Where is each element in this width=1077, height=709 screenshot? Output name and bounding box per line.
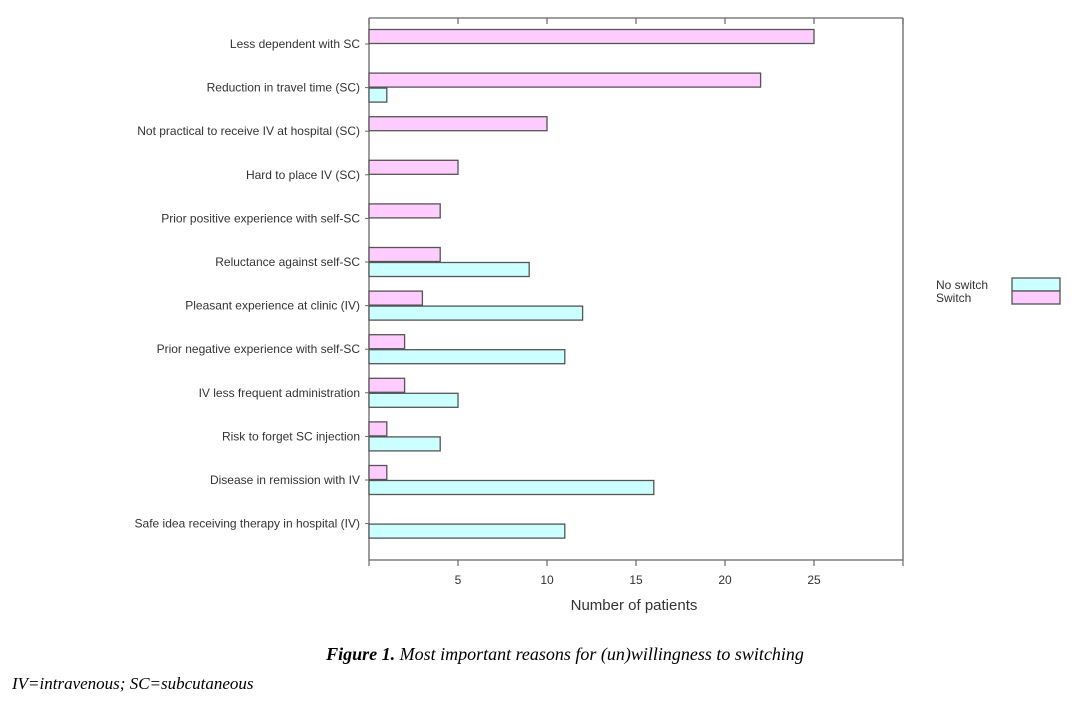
figure-caption: Figure 1. Most important reasons for (un… xyxy=(0,644,1077,665)
bar-no-switch-prior-negative-experience-with-self-sc xyxy=(368,349,566,365)
x-tick-label: 20 xyxy=(718,573,732,587)
bar-switch-prior-negative-experience-with-self-sc xyxy=(368,334,406,350)
bar-no-switch-reduction-in-travel-time-sc xyxy=(368,87,388,103)
bar-switch-pleasant-experience-at-clinic-iv xyxy=(368,290,424,306)
category-label: Not practical to receive IV at hospital … xyxy=(137,124,360,138)
category-label: Less dependent with SC xyxy=(230,37,360,51)
x-ticks: 5 10 15 20 25 xyxy=(368,18,904,587)
figure-label: Figure 1. xyxy=(326,644,396,664)
category-label: IV less frequent administration xyxy=(199,386,360,400)
x-tick-label: 25 xyxy=(807,573,821,587)
bar-switch-risk-to-forget-sc-injection xyxy=(368,421,388,437)
bars-group xyxy=(368,28,815,539)
legend-swatch-no-switch xyxy=(1011,277,1061,292)
category-label: Safe idea receiving therapy in hospital … xyxy=(135,517,360,531)
bar-no-switch-reluctance-against-self-sc xyxy=(368,261,530,278)
bar-switch-iv-less-frequent-administration xyxy=(368,377,406,393)
category-label: Risk to forget SC injection xyxy=(222,429,360,443)
bar-switch-reluctance-against-self-sc xyxy=(368,246,441,263)
legend-swatch-switch xyxy=(1011,290,1061,305)
bar-chart: Less dependent with SC Reduction in trave… xyxy=(135,17,1061,614)
category-label: Reluctance against self-SC xyxy=(215,255,360,269)
figure-caption-text: Most important reasons for (un)willingne… xyxy=(395,644,804,664)
category-label: Reduction in travel time (SC) xyxy=(207,81,360,95)
x-tick-label: 15 xyxy=(629,573,643,587)
category-label: Prior negative experience with self-SC xyxy=(157,342,361,356)
bar-switch-disease-in-remission-with-iv xyxy=(368,464,388,481)
bar-switch-prior-positive-experience-with-self-sc xyxy=(368,203,441,219)
category-label: Pleasant experience at clinic (IV) xyxy=(185,299,360,313)
bar-no-switch-disease-in-remission-with-iv xyxy=(368,479,655,496)
figure-footnote: IV=intravenous; SC=subcutaneous xyxy=(12,674,254,693)
bar-switch-hard-to-place-iv-sc xyxy=(368,159,459,175)
category-label: Prior positive experience with self-SC xyxy=(161,211,360,225)
x-axis-title: Number of patients xyxy=(571,597,698,614)
category-label: Hard to place IV (SC) xyxy=(246,168,360,182)
bar-no-switch-safe-idea-receiving-therapy-in-hospital-iv xyxy=(368,523,566,539)
bar-switch-not-practical-to-receive-iv-at-hospital-sc xyxy=(368,116,548,132)
x-tick-label: 10 xyxy=(540,573,554,587)
bar-no-switch-iv-less-frequent-administration xyxy=(368,392,459,408)
category-label: Disease in remission with IV xyxy=(210,473,360,487)
plot-frame xyxy=(368,17,904,561)
x-tick-label: 5 xyxy=(455,573,462,587)
bar-switch-less-dependent-with-sc xyxy=(368,28,815,45)
bar-no-switch-pleasant-experience-at-clinic-iv xyxy=(368,305,584,321)
legend: No switch Switch xyxy=(936,277,1061,305)
bar-no-switch-risk-to-forget-sc-injection xyxy=(368,436,441,452)
category-labels: Less dependent with SC Reduction in trave… xyxy=(135,37,369,531)
legend-label-no-switch: No switch xyxy=(936,278,988,292)
bar-switch-reduction-in-travel-time-sc xyxy=(368,72,762,88)
legend-label-switch: Switch xyxy=(936,291,971,305)
